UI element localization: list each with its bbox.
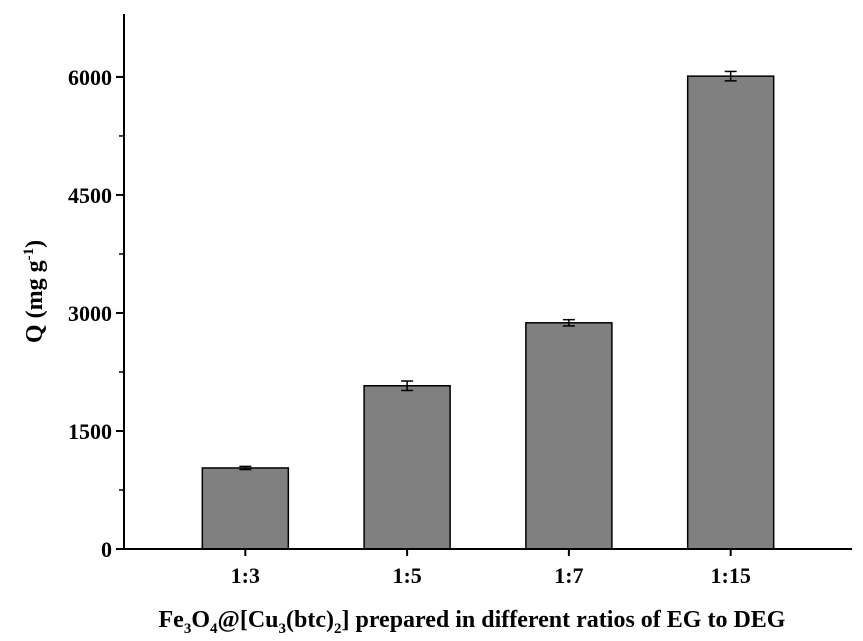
error-bar <box>401 380 414 392</box>
error-bar <box>239 465 252 471</box>
x-tick-label: 1:3 <box>231 563 260 588</box>
y-tick-label: 6000 <box>68 65 112 90</box>
bar-1-7 <box>525 322 613 550</box>
x-tick-label: 1:15 <box>711 563 751 588</box>
x-tick-label: 1:5 <box>392 563 421 588</box>
x-axis-title: Fe3O4@[Cu3(btc)2] prepared in different … <box>159 607 786 637</box>
y-axis-title: Q (mg g-1) <box>21 240 48 343</box>
x-tick-label: 1:7 <box>554 563 583 588</box>
y-tick-label: 3000 <box>68 301 112 326</box>
y-tick-label: 1500 <box>68 419 112 444</box>
y-tick-label: 0 <box>101 537 112 562</box>
ticks-layer: 1:3 1:5 1:7 1:15 0 1500 3000 4500 6000 <box>68 65 751 588</box>
error-bar <box>562 318 575 327</box>
bar-1-15 <box>686 75 775 550</box>
bar-1-3 <box>201 467 290 550</box>
y-tick-label: 4500 <box>68 183 112 208</box>
bar-1-5 <box>363 384 451 550</box>
bars-layer <box>201 70 775 550</box>
error-bar <box>724 70 737 82</box>
